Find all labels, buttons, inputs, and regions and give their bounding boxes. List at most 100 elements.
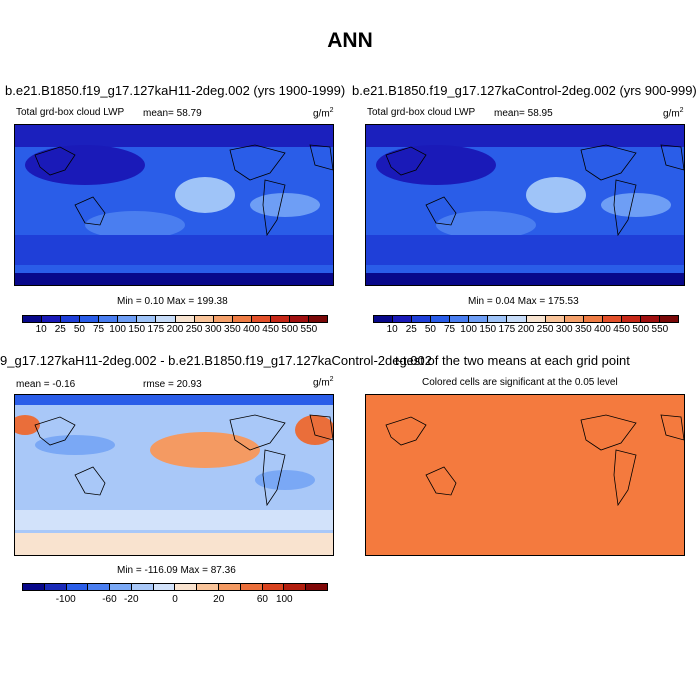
- colorbar-tick-label: 250: [536, 324, 554, 335]
- colorbar-segment: [153, 584, 176, 590]
- colorbar-segment: [270, 316, 290, 322]
- colorbar-segment: [219, 584, 241, 590]
- panel1-map: [14, 124, 334, 286]
- colorbar-segment: [99, 316, 119, 322]
- colorbar-tick-label: 200: [166, 324, 184, 335]
- panel2-mean: mean= 58.95: [494, 108, 553, 119]
- colorbar-tick-label: 50: [424, 324, 436, 335]
- colorbar-tick-label: 500: [632, 324, 650, 335]
- colorbar-segment: [564, 316, 584, 322]
- panel3-minmax: Min = -116.09 Max = 87.36: [117, 565, 236, 576]
- colorbar-tick-label: 25: [405, 324, 417, 335]
- panel3-negative-band: [35, 435, 115, 455]
- colorbar-tick-label: 75: [92, 324, 105, 335]
- colorbar-segment: [197, 584, 220, 590]
- colorbar-segment: [251, 316, 271, 322]
- colorbar-tick-label: 200: [517, 324, 535, 335]
- colorbar-segment: [137, 316, 157, 322]
- colorbar-segment: [213, 316, 233, 322]
- panel3-rmse: rmse = 20.93: [143, 379, 202, 390]
- panel2-south-pacific: [436, 211, 536, 239]
- colorbar-segment: [583, 316, 603, 322]
- colorbar-tick-label: 500: [281, 324, 299, 335]
- colorbar-segment: [42, 316, 62, 322]
- colorbar-segment: [602, 316, 622, 322]
- panel4-significance-fill: [366, 395, 684, 555]
- colorbar-segment: [232, 316, 252, 322]
- panel4-map: [365, 394, 685, 556]
- colorbar-tick-label: 175: [498, 324, 516, 335]
- panel1-south-pacific: [85, 211, 185, 239]
- panel1-north-pacific-high: [25, 145, 145, 185]
- colorbar-segment: [526, 316, 546, 322]
- panel2-title: b.e21.B1850.f19_g17.127kaControl-2deg.00…: [352, 83, 697, 98]
- colorbar-tick-label: 75: [443, 324, 456, 335]
- colorbar-segment: [306, 584, 327, 590]
- colorbar-tick-label: 150: [479, 324, 497, 335]
- colorbar-tick-label: 550: [300, 324, 318, 335]
- colorbar-tick-label: 400: [243, 324, 260, 335]
- panel1-southern-ocean: [15, 235, 333, 265]
- colorbar-segment: [240, 584, 263, 590]
- colorbar-segment: [23, 584, 45, 590]
- panel1-coastlines: [34, 144, 333, 237]
- colorbar-segment: [621, 316, 641, 322]
- colorbar-tick-label: 300: [555, 324, 573, 335]
- colorbar-segment: [131, 584, 154, 590]
- colorbar-segment: [156, 316, 176, 322]
- colorbar-tick-label: 350: [575, 324, 592, 335]
- colorbar-tick-label: 20: [213, 594, 225, 605]
- colorbar-tick-label: 450: [613, 324, 630, 335]
- colorbar-tick-label: -60: [102, 594, 117, 605]
- colorbar-tick-label: 250: [185, 324, 203, 335]
- panel3-coastlines: [34, 414, 333, 507]
- colorbar-segment: [308, 316, 327, 322]
- panel2-coastlines: [385, 144, 684, 237]
- panel1-title: b.e21.B1850.f19_g17.127kaH11-2deg.002 (y…: [5, 83, 346, 98]
- panel2-antarctic-band: [366, 273, 684, 285]
- colorbar-tick-label: 450: [262, 324, 279, 335]
- colorbar-segment: [66, 584, 89, 590]
- panel4-coastlines: [385, 414, 684, 507]
- colorbar-tick-label: 60: [256, 594, 268, 605]
- colorbar-tick-label: 300: [204, 324, 222, 335]
- colorbar-segment: [118, 316, 138, 322]
- panel4-title: t-test of the two means at each grid poi…: [395, 353, 630, 368]
- colorbar-tick-label: 400: [594, 324, 611, 335]
- panel2-units: g/m2: [663, 107, 684, 120]
- colorbar-segment: [289, 316, 309, 322]
- panel3-units: g/m2: [313, 376, 334, 389]
- colorbar-segment: [80, 316, 100, 322]
- colorbar-segment: [284, 584, 307, 590]
- panel2-map: [365, 124, 685, 286]
- panel1-minmax: Min = 0.10 Max = 199.38: [117, 296, 228, 307]
- colorbar-tick-label: 150: [128, 324, 146, 335]
- colorbar-tick-label: -20: [124, 594, 139, 605]
- colorbar-segment: [44, 584, 67, 590]
- panel1-antarctic-band: [15, 273, 333, 285]
- colorbar-segment: [194, 316, 214, 322]
- panel1-arctic-band: [15, 125, 333, 147]
- colorbar-segment: [659, 316, 678, 322]
- colorbar-tick-label: 0: [172, 594, 178, 605]
- panel2-colorbar: [373, 315, 679, 323]
- panel2-pacific-clear: [526, 177, 586, 213]
- panel1-variable-label: Total grd-box cloud LWP: [16, 107, 125, 118]
- colorbar-segment: [640, 316, 660, 322]
- colorbar-segment: [393, 316, 413, 322]
- colorbar-segment: [262, 584, 285, 590]
- panel2-minmax: Min = 0.04 Max = 175.53: [468, 296, 579, 307]
- colorbar-tick-label: 350: [224, 324, 241, 335]
- colorbar-tick-label: 100: [460, 324, 477, 335]
- colorbar-segment: [488, 316, 508, 322]
- panel3-pacific-positive: [150, 432, 260, 468]
- panel2-atlantic-clear: [601, 193, 671, 217]
- colorbar-tick-label: 25: [54, 324, 66, 335]
- panel3-antarctic-band: [15, 533, 333, 555]
- colorbar-tick-label: -100: [55, 594, 76, 605]
- colorbar-segment: [431, 316, 451, 322]
- panel3-tropical-negative: [255, 470, 315, 490]
- panel1-colorbar: [22, 315, 328, 323]
- panel3-title: 9_g17.127kaH11-2deg.002 - b.e21.B1850.f1…: [0, 353, 432, 368]
- panel2-arctic-band: [366, 125, 684, 147]
